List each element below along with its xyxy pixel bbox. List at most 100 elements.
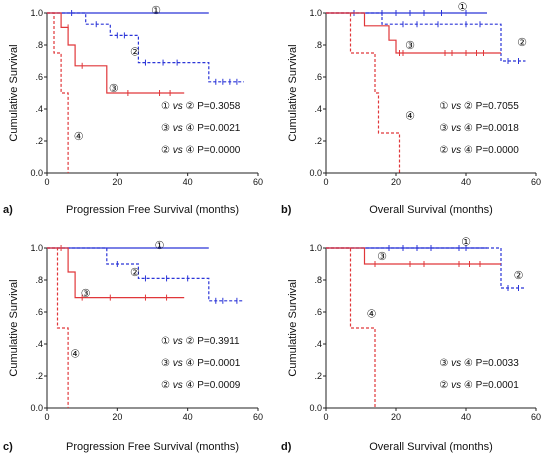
curve-label-text: ③ — [109, 83, 119, 95]
y-tick-label: .6 — [314, 307, 322, 317]
stat-vs: vs — [173, 380, 183, 391]
stat-vs: vs — [451, 380, 461, 391]
stat-group-b: ④ — [183, 123, 198, 134]
stat-p-value: P=0.0000 — [476, 145, 520, 156]
survival-curve-series — [326, 12, 526, 62]
curve-label: ① — [458, 2, 468, 14]
stat-group-a: ① — [161, 101, 173, 112]
stat-group-b: ② — [461, 101, 476, 112]
x-tick-label: 60 — [253, 412, 263, 422]
stat-group-b: ④ — [183, 380, 198, 391]
stat-group-b: ② — [183, 336, 198, 347]
stat-group-a: ② — [161, 145, 173, 156]
stat-vs: vs — [173, 336, 183, 347]
x-tick-label: 0 — [44, 177, 49, 187]
curve-label: ② — [130, 267, 140, 279]
curve-label: ① — [461, 237, 471, 249]
curve-label-text: ② — [514, 270, 524, 282]
y-tick-label: .2 — [35, 136, 43, 146]
stat-p-value: P=0.0021 — [197, 123, 241, 134]
x-tick-label: 0 — [44, 412, 49, 422]
stat-group-b: ④ — [183, 358, 198, 369]
panel-b: 0.0 .2 .4 .6 .8 1.0 0 20 40 60 Overall Survival (m… — [281, 2, 541, 216]
x-tick-label: 20 — [391, 412, 401, 422]
stat-p-value: P=0.0001 — [197, 358, 241, 369]
stat-group-a: ③ — [439, 358, 451, 369]
panel-letter: a) — [3, 204, 13, 216]
curve-label-text: ④ — [70, 349, 80, 361]
y-tick-label: 1.0 — [309, 243, 322, 253]
x-axis-label: Progression Free Survival (months) — [66, 204, 239, 216]
stat-group-a: ① — [161, 336, 173, 347]
stat-p-value: P=0.0018 — [476, 123, 520, 134]
survival-curve-series — [47, 247, 244, 302]
y-axis-label: Cumulative Survival — [8, 279, 20, 376]
curve-label-text: ① — [461, 237, 471, 249]
survival-curve-series — [326, 247, 376, 408]
y-tick-label: .4 — [35, 104, 43, 114]
stat-group-a: ③ — [161, 358, 173, 369]
stat-p-value: P=0.3911 — [197, 336, 240, 347]
panel-letter: c) — [3, 441, 13, 453]
y-tick-label: .2 — [314, 371, 322, 381]
curve-label: ② — [517, 37, 527, 49]
curve-label-text: ④ — [74, 131, 84, 143]
x-tick-label: 20 — [391, 177, 401, 187]
y-tick-label: 1.0 — [30, 8, 43, 18]
x-tick-label: 0 — [323, 177, 328, 187]
survival-curve-series — [326, 247, 501, 265]
log-rank-stat: ② vs ④ P=0.0000 — [439, 145, 519, 156]
stat-vs: vs — [451, 145, 461, 156]
y-tick-label: 1.0 — [30, 243, 43, 253]
stat-vs: vs — [173, 123, 183, 134]
y-tick-label: 0.0 — [309, 168, 322, 178]
x-tick-label: 20 — [112, 412, 122, 422]
x-tick-label: 40 — [183, 177, 193, 187]
stat-vs: vs — [451, 358, 461, 369]
stat-group-a: ③ — [161, 123, 173, 134]
x-tick-label: 0 — [323, 412, 328, 422]
curve-label-text: ② — [130, 267, 140, 279]
log-rank-stat: ② vs ④ P=0.0009 — [161, 380, 241, 391]
survival-curve-series — [47, 247, 185, 299]
x-axis-label: Overall Survival (months) — [369, 204, 492, 216]
curve-label-text: ④ — [405, 110, 415, 122]
y-tick-label: .4 — [35, 339, 43, 349]
stat-group-b: ④ — [183, 145, 198, 156]
y-tick-label: .2 — [35, 371, 43, 381]
x-tick-label: 40 — [461, 177, 471, 187]
log-rank-stat: ① vs ② P=0.3911 — [161, 336, 240, 347]
panel-d: 0.0 .2 .4 .6 .8 1.0 0 20 40 60 Overall Survival (m… — [281, 237, 541, 453]
x-tick-label: 40 — [183, 412, 193, 422]
curve-label: ③ — [377, 251, 387, 263]
log-rank-stat: ③ vs ④ P=0.0018 — [439, 123, 519, 134]
stat-p-value: P=0.0009 — [197, 380, 241, 391]
curve-label-text: ② — [130, 46, 140, 58]
stat-group-a: ③ — [439, 123, 451, 134]
log-rank-stat: ① vs ② P=0.3058 — [161, 101, 241, 112]
panel-c: 0.0 .2 .4 .6 .8 1.0 0 20 40 60 Progression Free Su… — [3, 240, 263, 453]
y-tick-label: 0.0 — [30, 403, 43, 413]
y-axis-label: Cumulative Survival — [287, 44, 299, 141]
survival-curve-series — [326, 247, 526, 289]
y-tick-label: .8 — [35, 275, 43, 285]
stat-group-b: ④ — [461, 380, 476, 391]
curve-label: ③ — [109, 83, 119, 95]
log-rank-stat: ② vs ④ P=0.0001 — [439, 380, 519, 391]
stat-vs: vs — [173, 145, 183, 156]
stat-group-a: ② — [439, 145, 451, 156]
x-tick-label: 20 — [112, 177, 122, 187]
stat-group-a: ① — [439, 101, 451, 112]
log-rank-stat: ③ vs ④ P=0.0033 — [439, 358, 519, 369]
curve-label: ② — [130, 46, 140, 58]
curve-label: ④ — [70, 349, 80, 361]
log-rank-stat: ① vs ② P=0.7055 — [439, 101, 519, 112]
stat-vs: vs — [451, 101, 461, 112]
log-rank-stat: ② vs ④ P=0.0000 — [161, 145, 241, 156]
log-rank-stat: ③ vs ④ P=0.0001 — [161, 358, 241, 369]
y-tick-label: .4 — [314, 339, 322, 349]
y-tick-label: .4 — [314, 104, 322, 114]
survival-curve-series — [326, 12, 501, 54]
stat-vs: vs — [173, 358, 183, 369]
stat-group-b: ② — [183, 101, 198, 112]
